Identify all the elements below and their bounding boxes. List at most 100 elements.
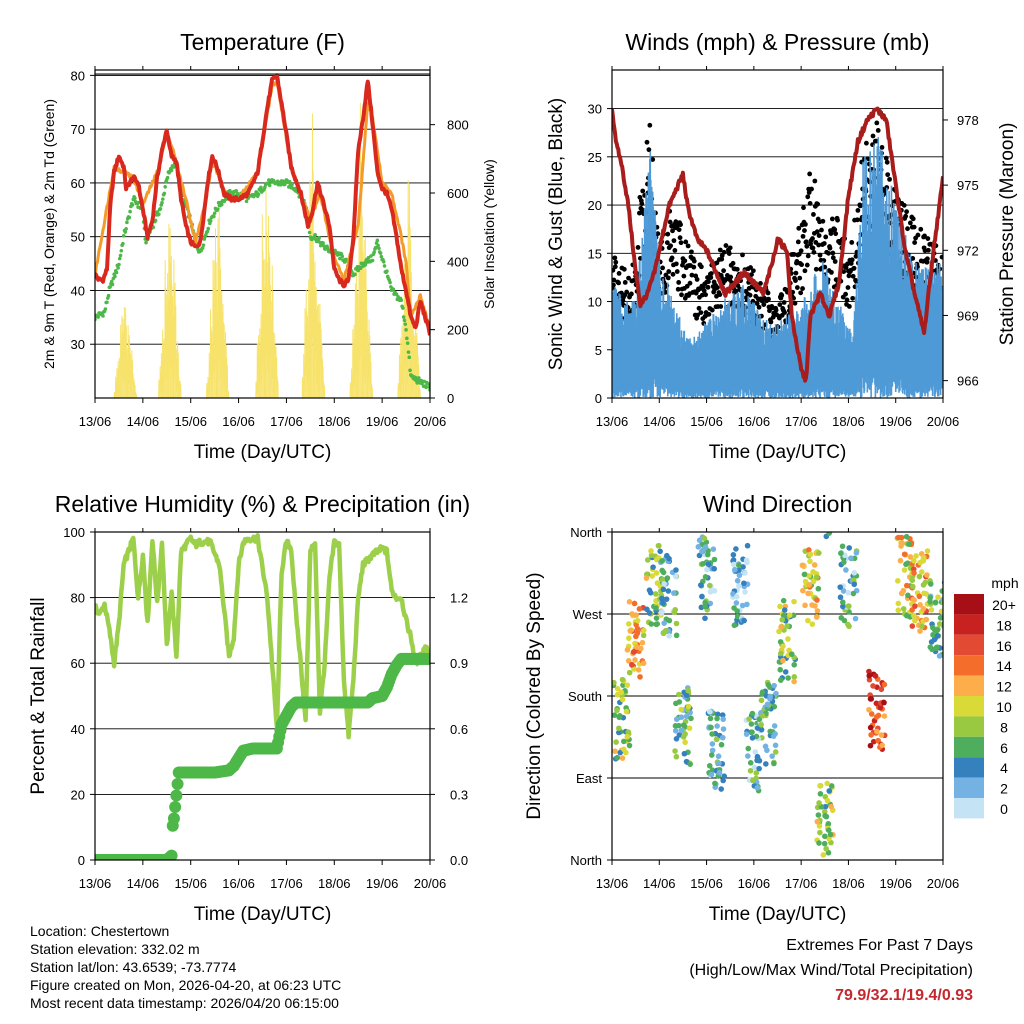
x-tick-label: 19/06 [879, 876, 912, 891]
direction-point [895, 600, 902, 607]
direction-point [909, 577, 916, 584]
direction-point [769, 753, 776, 759]
y-axis-label: Sonic Wind & Gust (Blue, Black) [546, 98, 567, 370]
x-tick-label: 14/06 [643, 414, 676, 429]
dewpoint-point [165, 175, 170, 180]
direction-point [866, 676, 873, 683]
gust-point [924, 256, 930, 262]
dewpoint-point [116, 266, 120, 270]
direction-point [867, 724, 874, 731]
direction-point [631, 666, 637, 672]
gust-point [612, 264, 618, 270]
gust-point [696, 305, 702, 311]
direction-point [874, 728, 880, 735]
gust-point [628, 291, 634, 297]
direction-point [823, 813, 830, 820]
direction-point [815, 812, 822, 818]
direction-point [736, 572, 743, 579]
direction-point [759, 713, 766, 719]
gust-point [811, 212, 816, 217]
direction-point [778, 624, 784, 630]
y-axis-label: Direction (Colored By Speed) [524, 572, 545, 819]
gust-point [639, 201, 645, 207]
dewpoint-point [373, 245, 378, 250]
dewpoint-point [153, 218, 158, 223]
dewpoint-point [404, 328, 408, 332]
direction-point [653, 570, 660, 576]
direction-point [785, 636, 791, 642]
direction-point [749, 710, 756, 717]
gust-point [821, 241, 827, 246]
dewpoint-point [220, 202, 224, 207]
direction-point [626, 621, 632, 627]
x-tick-label: 19/06 [366, 414, 399, 429]
gust-point [915, 232, 921, 238]
gust-point [811, 249, 817, 255]
gust-point [796, 225, 802, 231]
direction-point [791, 661, 798, 668]
direction-point [802, 602, 808, 609]
dewpoint-point [96, 315, 100, 319]
direction-point [878, 686, 885, 693]
dewpoint-point [109, 279, 114, 284]
direction-point [720, 716, 726, 723]
direction-point [623, 708, 630, 715]
gust-point [793, 270, 799, 276]
left-tick-label: 20 [588, 198, 602, 213]
gust-point [684, 283, 690, 289]
direction-point [898, 590, 905, 597]
plot-frame [94, 69, 431, 399]
direction-point [782, 669, 789, 675]
direction-point [916, 573, 923, 580]
gust-point [907, 220, 913, 226]
colorbar-label: 6 [1000, 740, 1008, 756]
dewpoint-point [405, 336, 409, 341]
direction-point [659, 609, 665, 615]
dewpoint-point [206, 226, 211, 231]
direction-point [683, 713, 690, 720]
x-tick-label: 14/06 [643, 876, 676, 891]
dewpoint-point [408, 368, 412, 373]
direction-point [671, 590, 677, 596]
direction-point [736, 562, 742, 569]
gust-point [626, 275, 631, 281]
gust-point [819, 227, 824, 233]
dewpoint-point [370, 258, 375, 263]
gust-point [843, 291, 848, 297]
direction-point [696, 537, 703, 544]
gust-point [813, 266, 819, 272]
chart-title: Winds (mph) & Pressure (mb) [625, 29, 929, 55]
direction-point [881, 713, 888, 719]
panel-4: Wind Direction mph 20+ 18 16 14 12 10 8 6 4 2 0 North… [524, 491, 1019, 925]
gust-point [800, 286, 805, 291]
direction-point [654, 580, 661, 586]
x-tick-label: 16/06 [738, 876, 771, 891]
plot-area [95, 533, 430, 860]
direction-point [734, 577, 741, 584]
gust-point [810, 236, 815, 241]
right-tick-label: 400 [447, 254, 469, 269]
gust-point [689, 272, 695, 278]
solar-day [255, 189, 279, 398]
direction-point [777, 666, 784, 673]
gust-point [644, 139, 650, 145]
direction-point [824, 780, 831, 787]
direction-point [911, 557, 917, 564]
left-tick-label: 40 [71, 722, 85, 737]
direction-point [912, 617, 918, 624]
left-tick-label: 25 [588, 150, 602, 165]
x-tick-label: 15/06 [690, 876, 723, 891]
precip-point [167, 812, 180, 825]
dewpoint-point [125, 220, 129, 225]
direction-point [741, 580, 747, 587]
direction-point [640, 660, 647, 667]
gust-point [706, 311, 712, 317]
direction-point [714, 723, 720, 729]
direction-point [820, 852, 827, 858]
dewpoint-point [121, 233, 126, 238]
direction-point [910, 596, 916, 603]
gust-point [884, 159, 890, 165]
direction-point [870, 738, 877, 745]
direction-point [807, 551, 814, 558]
direction-point [653, 615, 660, 621]
